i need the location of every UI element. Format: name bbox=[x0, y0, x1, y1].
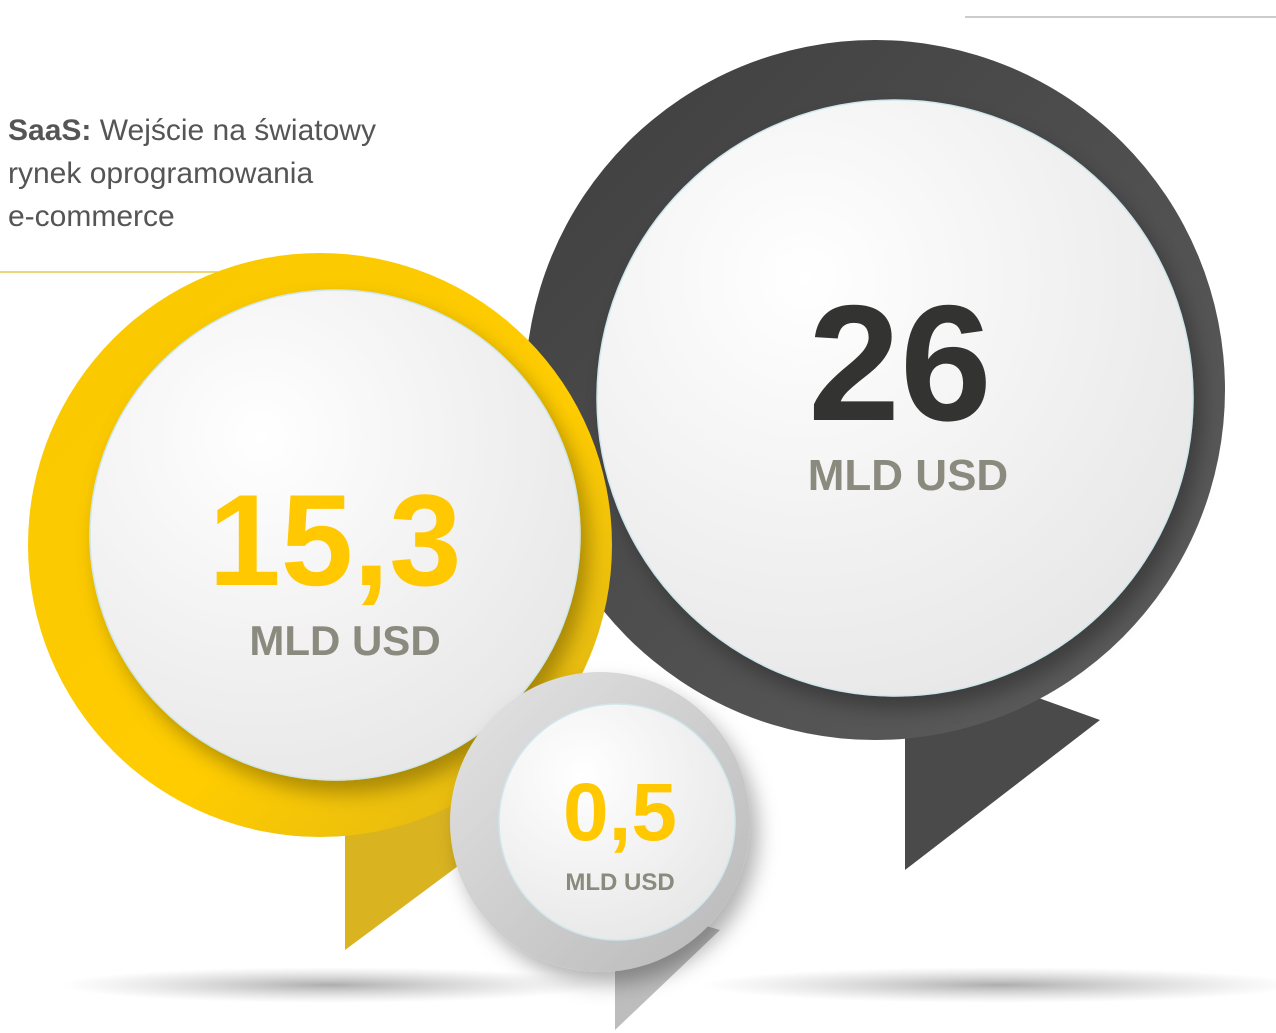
heading-line: rynek oprogramowania bbox=[8, 157, 313, 190]
bubble-dark: 26 MLD USD bbox=[525, 40, 1225, 870]
unit: MLD USD bbox=[808, 451, 1008, 500]
shadow bbox=[60, 967, 600, 1003]
heading-line: e-commerce bbox=[8, 200, 175, 233]
heading-lead: SaaS: bbox=[8, 114, 91, 147]
bubble-yellow: 15,3 MLD USD bbox=[28, 253, 612, 950]
heading-line: SaaS: Wejście na światowy bbox=[8, 114, 376, 147]
shadow bbox=[700, 967, 1276, 1003]
value: 26 bbox=[808, 271, 992, 455]
value: 0,5 bbox=[563, 767, 677, 858]
heading: SaaS: Wejście na światowy rynek oprogram… bbox=[8, 114, 376, 233]
bubble-gray: 0,5 MLD USD bbox=[450, 672, 750, 1030]
value: 15,3 bbox=[208, 467, 461, 613]
heading-text: Wejście na światowy bbox=[100, 114, 376, 147]
unit: MLD USD bbox=[249, 617, 440, 664]
unit: MLD USD bbox=[565, 869, 674, 896]
